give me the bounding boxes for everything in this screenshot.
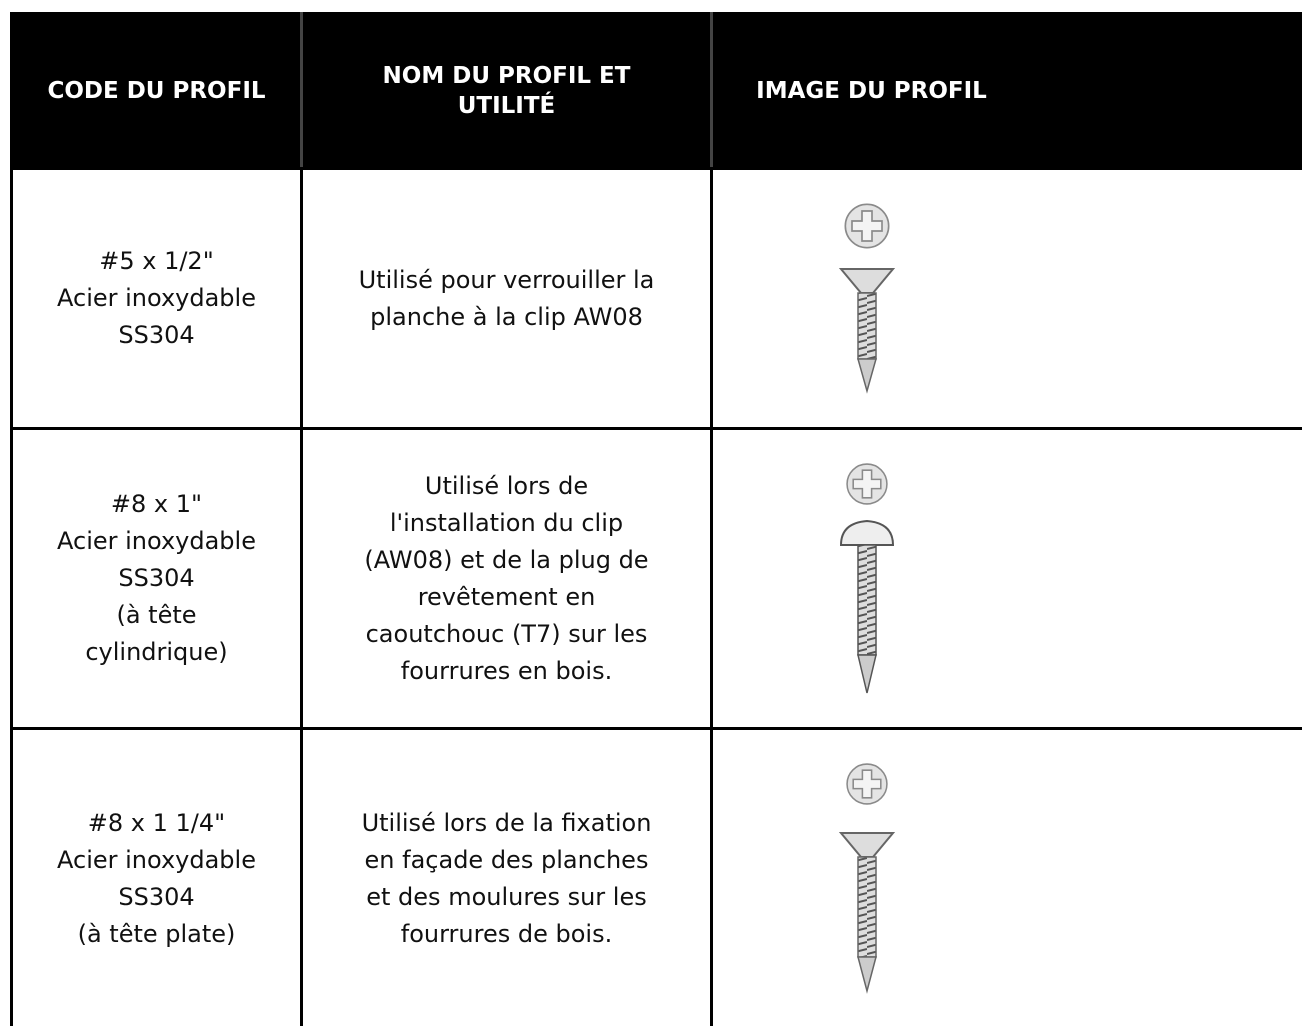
code-cell: #8 x 1 1/4" Acier inoxydable SS304 (à tête … [10, 727, 303, 1026]
text-line: cylindrique) [85, 638, 228, 666]
code-cell: #8 x 1" Acier inoxydable SS304 (à tête cylin… [10, 427, 303, 730]
header-cell: IMAGE DU PROFIL [710, 12, 1302, 170]
profile-table: CODE DU PROFIL NOM DU PROFIL ET UTILITÉ I… [10, 12, 1302, 1026]
code-cell: #5 x 1/2" Acier inoxydable SS304 [10, 167, 303, 430]
text-line: IMAGE DU PROFIL [756, 78, 987, 104]
use-cell: Utilisé lors de l'installation du clip (AW… [300, 427, 713, 730]
text-line: (AW08) et de la plug de [364, 545, 649, 574]
use-cell: Utilisé lors de la fixation en façade des… [300, 727, 713, 1026]
text-line: Utilisé pour verrouiller la [358, 265, 655, 294]
text-line: (à tête [116, 601, 197, 629]
text-line: fourrures de bois. [400, 920, 613, 949]
image-cell [710, 167, 1302, 430]
text-line: caoutchouc (T7) sur les [365, 619, 648, 648]
text-line: SS304 [118, 321, 195, 349]
text-line: NOM DU PROFIL ET [382, 63, 631, 89]
header-cell: CODE DU PROFIL [10, 12, 303, 170]
text-line: Utilisé lors de la fixation [361, 809, 652, 838]
row: #8 x 1 1/4" Acier inoxydable SS304 (à tête … [10, 727, 1302, 1026]
header-cell: NOM DU PROFIL ET UTILITÉ [300, 12, 713, 170]
screw-flat [838, 763, 895, 995]
row: #5 x 1/2" Acier inoxydable SS304 Utilisé p… [10, 167, 1302, 430]
text-line: l'installation du clip [389, 508, 624, 537]
text-line: Acier inoxydable [57, 284, 256, 312]
text-line: SS304 [118, 564, 195, 592]
text-line: #8 x 1" [110, 490, 203, 518]
screw-pan [839, 462, 894, 693]
text-line: #5 x 1/2" [99, 247, 214, 275]
use-cell: Utilisé pour verrouiller la planche à la … [300, 167, 713, 430]
text-line: et des moulures sur les [366, 883, 647, 912]
text-line: UTILITÉ [457, 93, 556, 119]
image-cell [710, 727, 1302, 1026]
text-line: revêtement en [417, 582, 596, 611]
text-line: fourrures en bois. [400, 656, 613, 685]
text-line: planche à la clip AW08 [370, 302, 643, 331]
image-cell [710, 427, 1302, 730]
header-row: CODE DU PROFIL NOM DU PROFIL ET UTILITÉ I… [10, 12, 1302, 170]
row: #8 x 1" Acier inoxydable SS304 (à tête cylin… [10, 427, 1302, 730]
text-line: (à tête plate) [77, 920, 236, 949]
text-line: SS304 [118, 883, 195, 912]
screw-flat [838, 202, 895, 394]
text-line: Acier inoxydable [57, 846, 256, 875]
text-line: Utilisé lors de [424, 471, 589, 500]
text-line: en façade des planches [364, 846, 649, 875]
text-line: #8 x 1 1/4" [87, 809, 226, 838]
text-line: Acier inoxydable [57, 527, 256, 555]
text-line: CODE DU PROFIL [47, 78, 266, 104]
